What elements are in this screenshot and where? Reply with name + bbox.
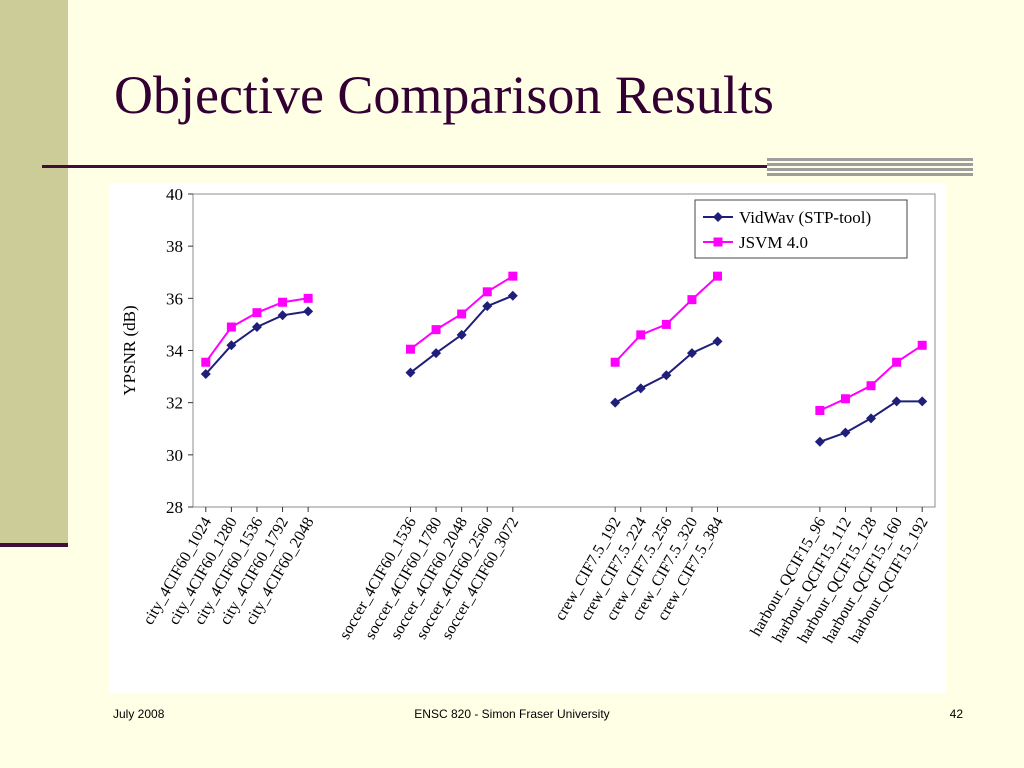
y-tick-label: 38 — [166, 237, 183, 256]
data-point-jsvm — [661, 319, 671, 329]
data-point-vidwav — [251, 322, 262, 333]
data-point-vidwav — [456, 329, 467, 340]
data-point-jsvm — [303, 293, 313, 303]
data-point-jsvm — [431, 325, 441, 335]
data-point-jsvm — [457, 309, 467, 319]
divider-accent — [767, 158, 973, 178]
left-accent-bar — [0, 0, 68, 545]
data-point-vidwav — [712, 336, 723, 347]
y-tick-label: 34 — [166, 342, 184, 361]
data-point-vidwav — [891, 396, 902, 407]
slide-title: Objective Comparison Results — [114, 65, 774, 125]
data-point-vidwav — [686, 348, 697, 359]
data-point-jsvm — [610, 357, 620, 367]
data-point-vidwav — [405, 367, 416, 378]
data-point-vidwav — [226, 340, 237, 351]
data-point-jsvm — [278, 297, 288, 307]
data-point-jsvm — [815, 405, 825, 415]
legend-marker-vidwav — [713, 212, 723, 222]
data-point-jsvm — [226, 322, 236, 332]
legend-label-vidwav: VidWav (STP-tool) — [739, 208, 871, 227]
data-point-vidwav — [507, 290, 518, 301]
chart-container: 28 30 32 34 36 38 40 YPSNR (dB) city_4CIF60_1024… — [109, 183, 946, 693]
data-point-vidwav — [661, 370, 672, 381]
data-point-vidwav — [610, 397, 621, 408]
data-point-jsvm — [917, 340, 927, 350]
data-point-vidwav — [814, 436, 825, 447]
data-point-jsvm — [201, 357, 211, 367]
data-point-vidwav — [303, 306, 314, 317]
y-axis-title: YPSNR (dB) — [120, 305, 139, 395]
data-point-jsvm — [713, 271, 723, 281]
y-tick-label: 32 — [166, 394, 183, 413]
y-tick-label: 28 — [166, 498, 183, 517]
data-point-jsvm — [636, 330, 646, 340]
data-point-vidwav — [866, 413, 877, 424]
footer-date: July 2008 — [113, 707, 165, 721]
data-point-vidwav — [917, 396, 928, 407]
data-point-jsvm — [482, 287, 492, 297]
y-tick-label: 40 — [166, 185, 183, 204]
footer-course: ENSC 820 - Simon Fraser University — [414, 707, 610, 721]
y-tick-label: 36 — [166, 289, 183, 308]
data-point-jsvm — [840, 394, 850, 404]
data-point-vidwav — [431, 348, 442, 359]
data-point-vidwav — [200, 368, 211, 379]
data-point-jsvm — [252, 308, 262, 318]
data-point-jsvm — [687, 295, 697, 305]
page-number: 42 — [949, 707, 963, 721]
title-divider — [42, 165, 970, 168]
data-point-jsvm — [405, 344, 415, 354]
data-point-vidwav — [277, 310, 288, 321]
data-point-jsvm — [866, 381, 876, 391]
legend-label-jsvm: JSVM 4.0 — [739, 233, 808, 252]
data-point-vidwav — [482, 301, 493, 312]
data-point-jsvm — [508, 271, 518, 281]
legend-box — [694, 199, 908, 259]
y-tick-label: 30 — [166, 446, 183, 465]
data-point-jsvm — [892, 357, 902, 367]
legend-marker-jsvm — [713, 237, 723, 247]
left-accent-line — [0, 543, 68, 547]
data-point-vidwav — [840, 427, 851, 438]
data-point-vidwav — [635, 383, 646, 394]
